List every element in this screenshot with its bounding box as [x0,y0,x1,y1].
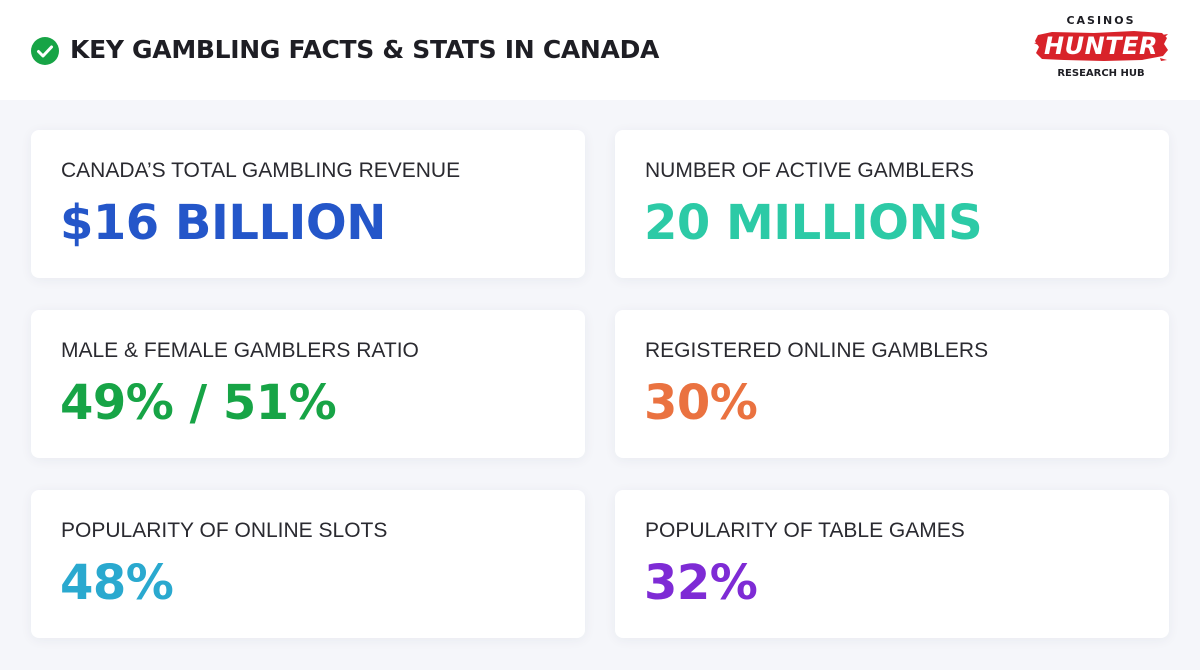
stat-card-registered-online: REGISTERED ONLINE GAMBLERS 30% [615,310,1169,458]
stat-label: NUMBER OF ACTIVE GAMBLERS [645,159,975,182]
stat-value: 20 MILLIONS [644,195,983,251]
page-header: KEY GAMBLING FACTS & STATS IN CANADA CAS… [0,0,1200,100]
stat-card-table-games: POPULARITY OF TABLE GAMES 32% [615,490,1169,638]
logo-brush-stroke [1034,31,1168,61]
stat-label: MALE & FEMALE GAMBLERS RATIO [61,339,419,362]
stat-value: $16 BILLION [60,195,386,251]
stat-value: 48% [60,555,174,611]
stat-label: REGISTERED ONLINE GAMBLERS [645,339,989,362]
stat-card-online-slots: POPULARITY OF ONLINE SLOTS 48% [31,490,585,638]
stat-label: POPULARITY OF TABLE GAMES [645,519,965,542]
stat-card-active-gamblers: NUMBER OF ACTIVE GAMBLERS 20 MILLIONS [615,130,1169,278]
stat-card-gender-ratio: MALE & FEMALE GAMBLERS RATIO 49% / 51% [31,310,585,458]
stat-value: 32% [644,555,758,611]
casinos-hunter-logo: CASINOS HUNTER RESEARCH HUB [1026,14,1176,86]
stat-label: CANADA’S TOTAL GAMBLING REVENUE [61,159,461,182]
logo-main-text: HUNTER [1044,32,1158,60]
stat-value: 30% [644,375,758,431]
stat-value: 49% / 51% [60,375,337,431]
stat-card-total-revenue: CANADA’S TOTAL GAMBLING REVENUE $16 BILL… [31,130,585,278]
logo-sub-text: RESEARCH HUB [1057,68,1145,79]
check-circle-icon [31,37,59,65]
stat-label: POPULARITY OF ONLINE SLOTS [61,519,388,542]
logo-top-text: CASINOS [1066,14,1136,27]
page-title: KEY GAMBLING FACTS & STATS IN CANADA [70,35,660,64]
